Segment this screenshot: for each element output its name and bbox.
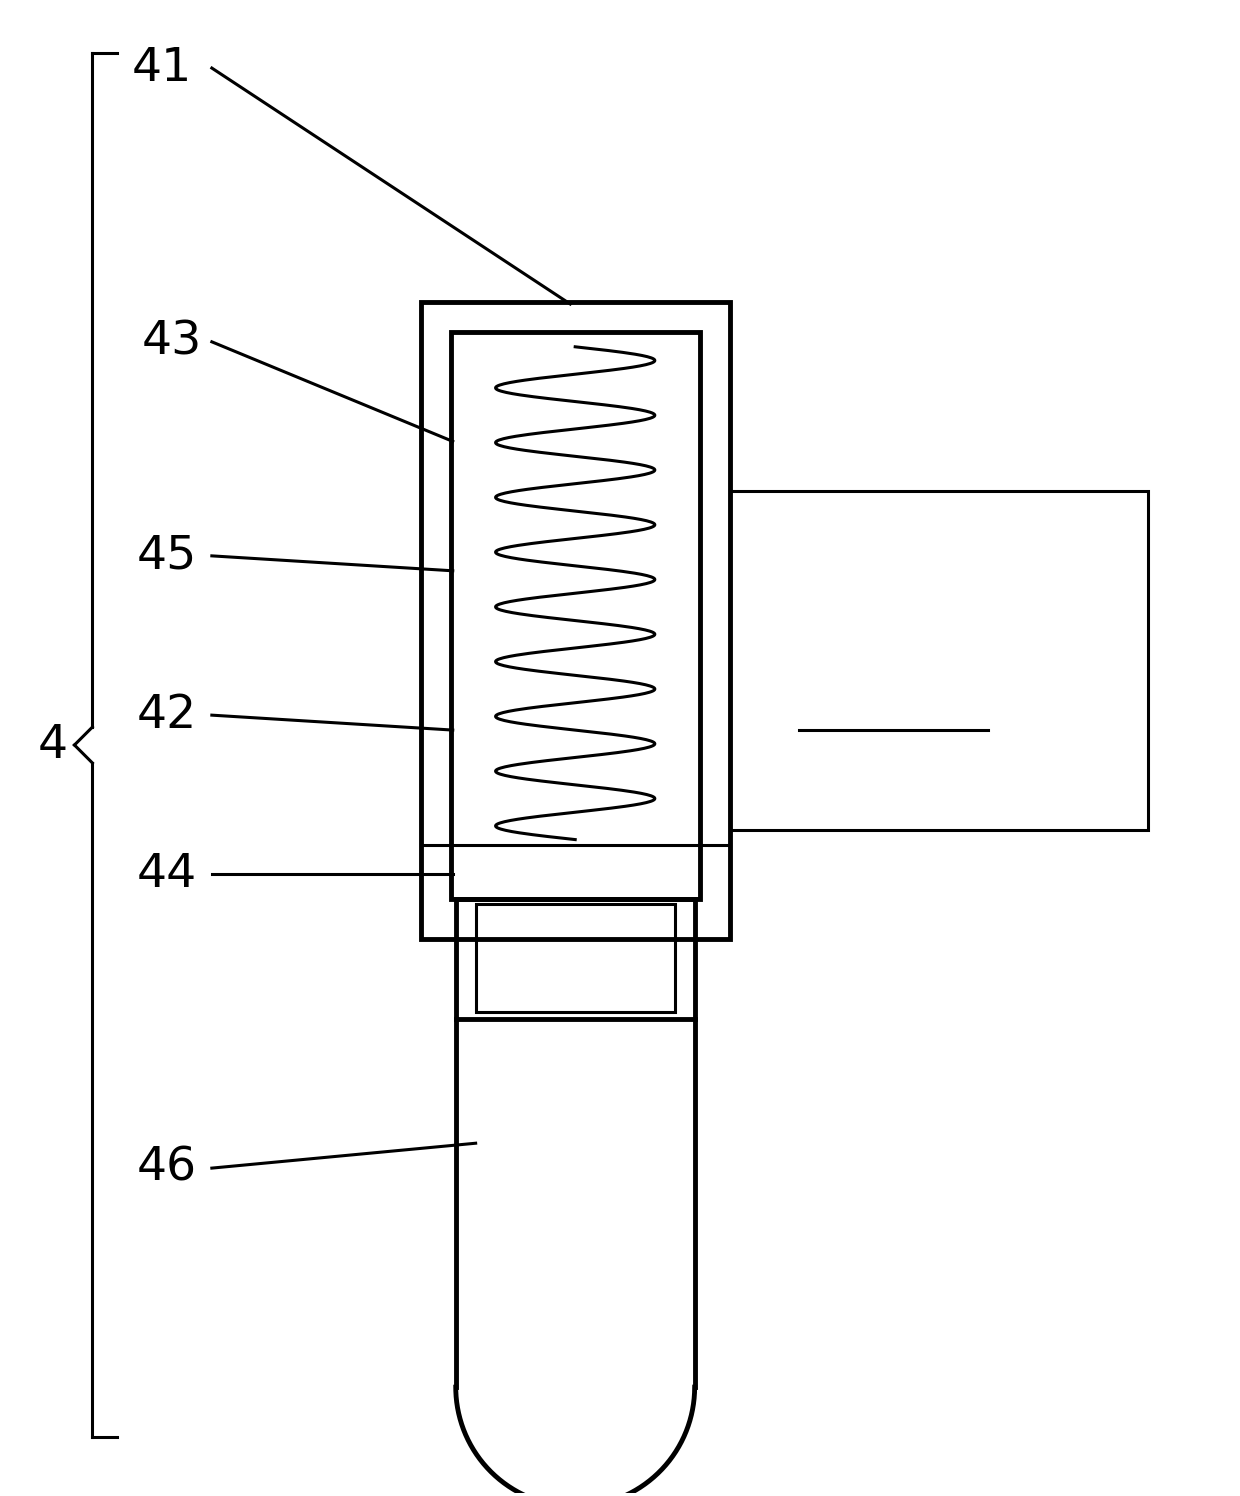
Bar: [456, 899, 694, 1019]
Text: 46: 46: [136, 1146, 197, 1191]
Bar: [476, 904, 675, 1011]
Text: 41: 41: [131, 45, 192, 91]
Text: 42: 42: [136, 693, 197, 738]
Text: 45: 45: [136, 534, 197, 579]
Bar: [729, 491, 1148, 830]
Bar: [420, 302, 729, 939]
Text: 4: 4: [37, 723, 68, 767]
Text: 43: 43: [141, 319, 202, 365]
Bar: [451, 332, 699, 899]
Text: 44: 44: [136, 851, 197, 898]
